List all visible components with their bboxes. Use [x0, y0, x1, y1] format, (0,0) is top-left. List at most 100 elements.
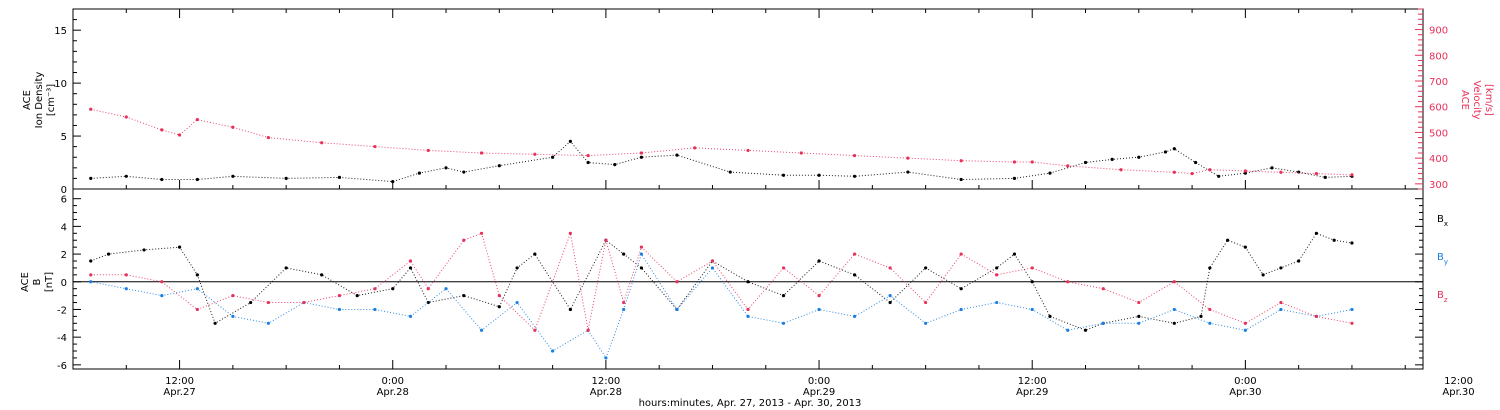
x-tick-label-time: 0:00 — [1234, 376, 1256, 387]
bx-point — [391, 287, 395, 291]
ion-density-point — [1270, 166, 1274, 170]
velocity-point — [852, 153, 857, 158]
top-right-ylabel-line1: ACE — [1459, 90, 1470, 110]
x-tick-label-date: Apr.29 — [1016, 387, 1048, 398]
velocity-point — [89, 107, 93, 111]
bottom-y-tick-label: 4 — [61, 222, 67, 233]
x-tick-label-time: 12:00 — [1444, 376, 1473, 387]
bx-point — [106, 252, 111, 256]
bx-point — [89, 259, 93, 263]
by-point — [1279, 307, 1283, 312]
ion-density-point — [586, 160, 590, 165]
bz-point — [568, 231, 572, 235]
bottom-y-tick-label: 2 — [61, 250, 67, 261]
velocity-point — [320, 141, 324, 145]
velocity-point — [177, 133, 182, 137]
bottom-ylabel-line1: ACE — [20, 272, 31, 292]
bottom-ylabel-line3: [nT] — [44, 272, 55, 292]
ion-density-point — [1217, 174, 1221, 178]
ion-density-point — [195, 177, 199, 182]
bz-point — [1279, 300, 1283, 305]
bz-point — [924, 300, 928, 305]
by-point — [373, 307, 377, 312]
ion-density-point — [675, 153, 679, 157]
top-left-ylabel-line1: ACE — [22, 90, 33, 110]
bx-point — [462, 294, 466, 298]
ion-density-point — [1110, 157, 1114, 161]
bz-point — [302, 300, 306, 305]
velocity-point — [639, 151, 644, 155]
bottom-y-tick-label: -2 — [57, 305, 67, 316]
bottom-y-tick-label: -6 — [57, 361, 67, 372]
bx-point — [1350, 241, 1354, 245]
bz-point — [639, 245, 644, 249]
top-right-y-tick-label: 700 — [1429, 77, 1448, 88]
bz-point — [266, 300, 270, 305]
ion-density-point — [1083, 160, 1088, 165]
by-point — [444, 287, 448, 291]
x-tick-label-time: 12:00 — [1018, 376, 1047, 387]
bz-point — [89, 273, 93, 277]
top-right-y-tick-label: 600 — [1429, 103, 1448, 114]
x-tick-label-time: 0:00 — [382, 376, 404, 387]
bz-point — [622, 300, 626, 305]
bz-point — [1172, 280, 1176, 284]
ion-density-point — [124, 174, 128, 178]
ion-density-point — [391, 179, 395, 184]
top-right-ylabel-line2: Velocity — [1471, 80, 1482, 119]
ion-density-point — [817, 173, 821, 177]
velocity-point — [1172, 170, 1176, 174]
velocity-point-trace — [90, 108, 1352, 176]
x-tick-label-time: 0:00 — [808, 376, 830, 387]
top-left-ylabel-line2: Ion Density — [34, 72, 45, 129]
bx-point — [1012, 252, 1017, 256]
velocity-point — [1190, 171, 1194, 176]
ion-density-point — [781, 173, 786, 177]
bz-point — [1101, 287, 1105, 291]
by-point — [675, 307, 679, 312]
velocity-point — [1119, 168, 1123, 172]
by-point — [959, 307, 963, 312]
velocity-point — [426, 148, 430, 153]
bz-point — [586, 328, 590, 332]
velocity-point — [959, 159, 963, 163]
by-point — [408, 314, 413, 318]
bx-point — [320, 273, 324, 277]
bottom-y-tick-label: 6 — [61, 195, 67, 206]
top-left-ylabel-line3: [cm⁻³] — [46, 84, 57, 116]
ion-density-point — [497, 164, 501, 168]
top-right-y-tick-label: 900 — [1429, 26, 1448, 37]
legend-bx: Bx — [1437, 214, 1448, 228]
ion-density-point — [906, 170, 910, 174]
bottom-y-tick-label: 0 — [61, 278, 67, 289]
x-tick-label-time: 12:00 — [165, 376, 194, 387]
bz-point — [124, 273, 128, 277]
velocity-point — [746, 148, 750, 153]
bottom-panel-frame — [72, 188, 1424, 370]
bz-point-trace — [90, 231, 1352, 332]
velocity-point — [1208, 168, 1212, 172]
ion-density-point — [1194, 160, 1198, 165]
by-point-trace — [90, 252, 1352, 360]
top-right-y-tick-label: 400 — [1429, 154, 1448, 165]
velocity-point — [586, 153, 590, 158]
x-tick-label-date: Apr.27 — [163, 387, 195, 398]
by-point — [1101, 321, 1105, 325]
bx-point — [355, 294, 359, 298]
ion-density-point — [89, 176, 93, 181]
top-right-y-tick-label: 300 — [1429, 180, 1448, 191]
by-point — [746, 314, 750, 318]
x-axis-title: hours:minutes, Apr. 27, 2013 - Apr. 30, … — [639, 398, 862, 409]
velocity-point — [160, 128, 164, 132]
top-left-y-tick-label: 0 — [61, 185, 67, 196]
ion-density-point — [613, 163, 617, 167]
velocity-point — [373, 144, 377, 149]
velocity-point — [1279, 170, 1283, 174]
bx-point — [1261, 273, 1265, 277]
x-tick-label-date: Apr.30 — [1442, 387, 1474, 398]
velocity-point — [693, 146, 697, 150]
top-right-y-tick-label: 500 — [1429, 128, 1448, 139]
by-point — [89, 280, 93, 284]
bz-point — [160, 280, 164, 284]
